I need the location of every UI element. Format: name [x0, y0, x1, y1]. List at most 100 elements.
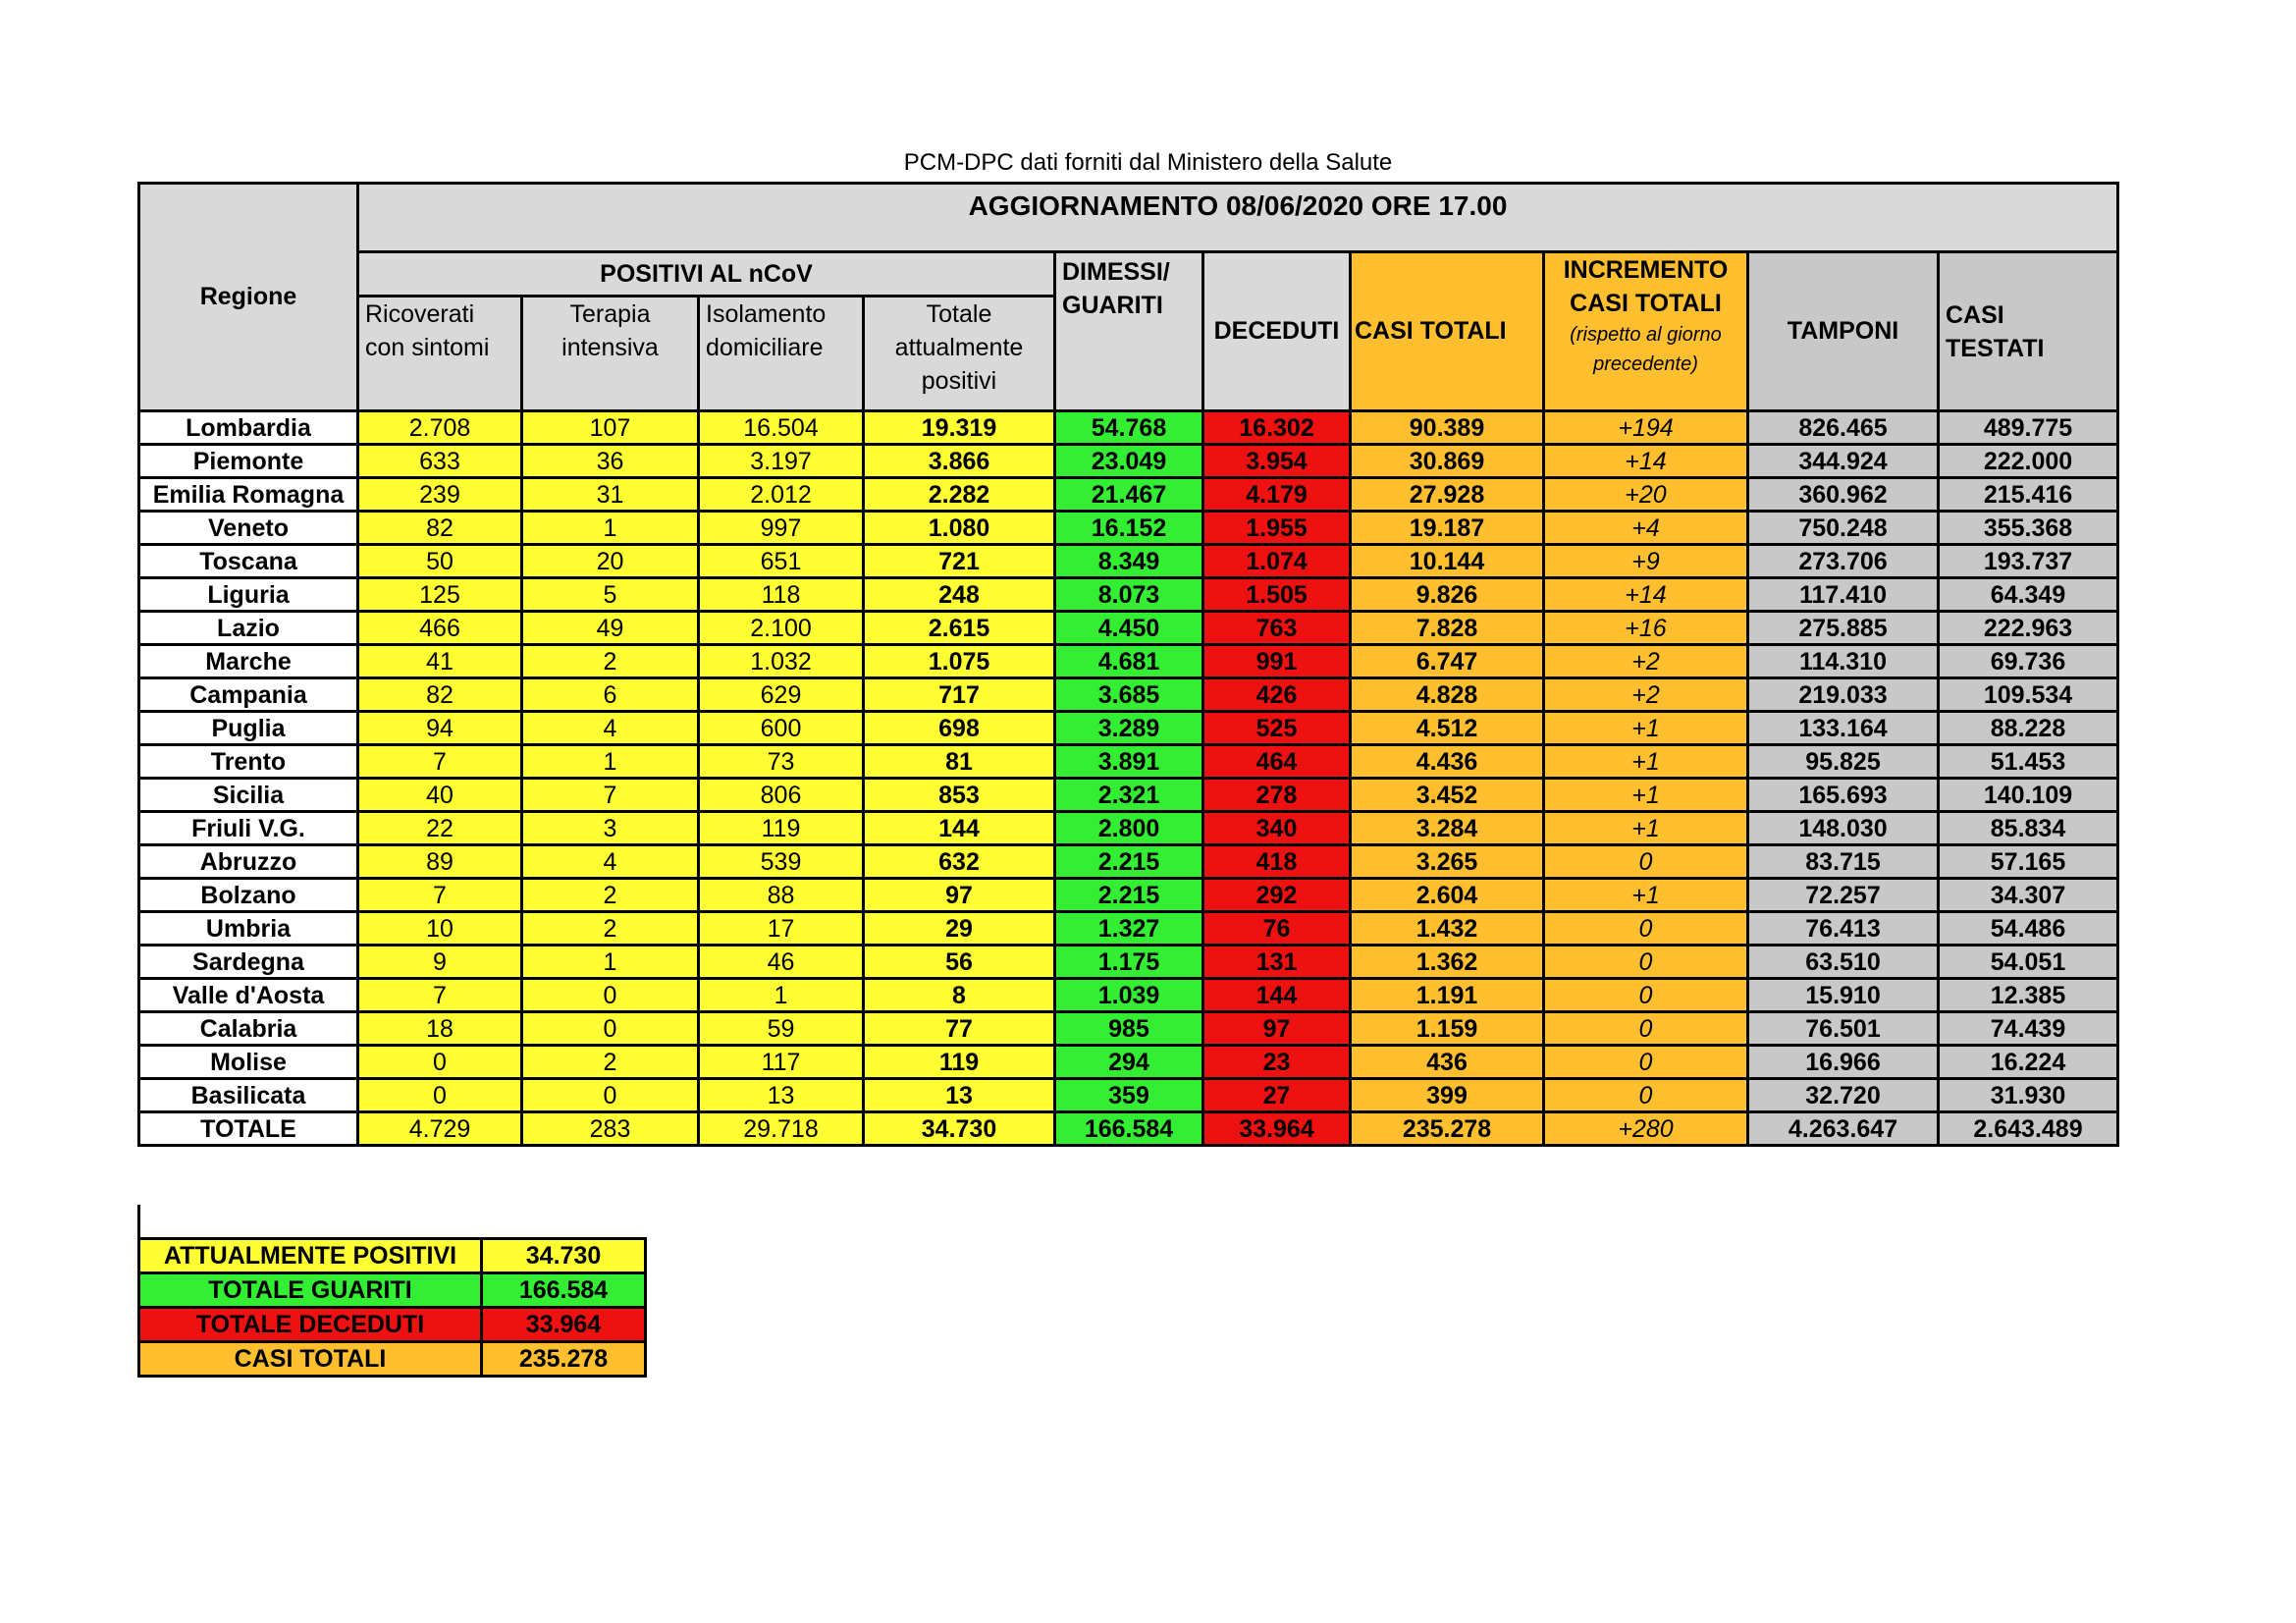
casi-testati-cell: 34.307: [1937, 877, 2119, 913]
dimessi-cell: 16.152: [1053, 510, 1204, 546]
ricoverati-cell: 7: [356, 877, 523, 913]
dimessi-cell: 2.800: [1053, 810, 1204, 846]
casi-testati-cell: 215.416: [1937, 476, 2119, 513]
header-line: intensiva: [561, 334, 659, 361]
isolamento-cell: 2.012: [697, 476, 865, 513]
table-title: AGGIORNAMENTO 08/06/2020 ORE 17.00: [356, 182, 2119, 253]
region-name: Liguria: [137, 576, 359, 613]
tamponi-cell: 148.030: [1746, 810, 1940, 846]
table-row: Molise 0 2 117 119 294 23 436 0 16.966 16.224: [137, 1044, 2119, 1080]
isolamento-cell: 1.032: [697, 643, 865, 679]
table-row: Marche 41 2 1.032 1.075 4.681 991 6.747 +2 114.31…: [137, 643, 2119, 679]
totale-positivi-cell: 717: [862, 676, 1056, 713]
table-row: Toscana 50 20 651 721 8.349 1.074 10.144 +9 273.7…: [137, 543, 2119, 579]
incremento-cell: 0: [1542, 944, 1749, 980]
ricoverati-cell: 82: [356, 510, 523, 546]
terapia-cell: 5: [520, 576, 700, 613]
casi-totali-cell: 3.284: [1349, 810, 1545, 846]
header-casi-testati: CASI TESTATI: [1937, 250, 2119, 412]
region-name: Trento: [137, 743, 359, 780]
casi-totali-cell: 30.869: [1349, 443, 1545, 479]
table-divider: [137, 1205, 140, 1237]
ricoverati-cell: 22: [356, 810, 523, 846]
header-positivi-group: POSITIVI AL nCoV: [356, 250, 1056, 298]
total-row: TOTALE 4.729 283 29.718 34.730 166.584 33.964 2…: [137, 1110, 2119, 1147]
casi-totali-cell: 7.828: [1349, 610, 1545, 646]
table-row: Abruzzo 89 4 539 632 2.215 418 3.265 0 83.715 57.1…: [137, 843, 2119, 880]
deceduti-cell: 76: [1201, 910, 1352, 947]
document-caption: PCM-DPC dati forniti dal Ministero della…: [903, 149, 1393, 176]
casi-testati-cell: 2.643.489: [1937, 1110, 2119, 1147]
isolamento-cell: 16.504: [697, 409, 865, 446]
terapia-cell: 49: [520, 610, 700, 646]
tamponi-cell: 83.715: [1746, 843, 1940, 880]
summary-label: TOTALE GUARITI: [137, 1271, 483, 1309]
terapia-cell: 4: [520, 843, 700, 880]
casi-testati-cell: 222.963: [1937, 610, 2119, 646]
deceduti-cell: 525: [1201, 710, 1352, 746]
region-name: Calabria: [137, 1010, 359, 1047]
isolamento-cell: 651: [697, 543, 865, 579]
dimessi-cell: 294: [1053, 1044, 1204, 1080]
incremento-cell: +1: [1542, 810, 1749, 846]
incremento-cell: +1: [1542, 877, 1749, 913]
incremento-cell: +1: [1542, 710, 1749, 746]
casi-totali-cell: 4.828: [1349, 676, 1545, 713]
header-ricoverati: Ricoverati con sintomi: [356, 295, 523, 412]
incremento-cell: +1: [1542, 743, 1749, 780]
incremento-cell: +2: [1542, 643, 1749, 679]
dimessi-cell: 2.321: [1053, 777, 1204, 813]
deceduti-cell: 144: [1201, 977, 1352, 1013]
header-dimessi: DIMESSI/ GUARITI: [1053, 250, 1204, 412]
ricoverati-cell: 94: [356, 710, 523, 746]
incremento-cell: +16: [1542, 610, 1749, 646]
casi-totali-cell: 10.144: [1349, 543, 1545, 579]
casi-totali-cell: 1.159: [1349, 1010, 1545, 1047]
terapia-cell: 1: [520, 743, 700, 780]
terapia-cell: 7: [520, 777, 700, 813]
dimessi-cell: 985: [1053, 1010, 1204, 1047]
isolamento-cell: 59: [697, 1010, 865, 1047]
table-row: Calabria 18 0 59 77 985 97 1.159 0 76.501 74.439: [137, 1010, 2119, 1047]
totale-positivi-cell: 853: [862, 777, 1056, 813]
summary-row: CASI TOTALI 235.278: [137, 1340, 647, 1378]
summary-row: ATTUALMENTE POSITIVI 34.730: [137, 1237, 647, 1274]
summary-value: 34.730: [480, 1237, 647, 1274]
incremento-cell: +14: [1542, 443, 1749, 479]
casi-totali-cell: 9.826: [1349, 576, 1545, 613]
region-name: Lazio: [137, 610, 359, 646]
casi-totali-cell: 4.512: [1349, 710, 1545, 746]
tamponi-cell: 32.720: [1746, 1077, 1940, 1113]
terapia-cell: 20: [520, 543, 700, 579]
terapia-cell: 283: [520, 1110, 700, 1147]
deceduti-cell: 292: [1201, 877, 1352, 913]
summary-label: CASI TOTALI: [137, 1340, 483, 1378]
casi-testati-cell: 222.000: [1937, 443, 2119, 479]
header-line: TESTATI: [1946, 334, 2045, 362]
incremento-cell: +9: [1542, 543, 1749, 579]
casi-totali-cell: 27.928: [1349, 476, 1545, 513]
incremento-cell: +280: [1542, 1110, 1749, 1147]
ricoverati-cell: 9: [356, 944, 523, 980]
summary-row: TOTALE DECEDUTI 33.964: [137, 1306, 647, 1343]
totale-positivi-cell: 3.866: [862, 443, 1056, 479]
region-name: Abruzzo: [137, 843, 359, 880]
tamponi-cell: 76.501: [1746, 1010, 1940, 1047]
terapia-cell: 36: [520, 443, 700, 479]
dimessi-cell: 21.467: [1053, 476, 1204, 513]
table-row: Basilicata 0 0 13 13 359 27 399 0 32.720 31.930: [137, 1077, 2119, 1113]
region-name: Valle d'Aosta: [137, 977, 359, 1013]
isolamento-cell: 29.718: [697, 1110, 865, 1147]
totale-positivi-cell: 248: [862, 576, 1056, 613]
dimessi-cell: 8.073: [1053, 576, 1204, 613]
totale-positivi-cell: 2.615: [862, 610, 1056, 646]
deceduti-cell: 763: [1201, 610, 1352, 646]
totale-positivi-cell: 8: [862, 977, 1056, 1013]
ricoverati-cell: 633: [356, 443, 523, 479]
header-isolamento: Isolamento domiciliare: [697, 295, 865, 412]
casi-testati-cell: 12.385: [1937, 977, 2119, 1013]
isolamento-cell: 629: [697, 676, 865, 713]
ricoverati-cell: 4.729: [356, 1110, 523, 1147]
table-row: Lombardia 2.708 107 16.504 19.319 54.768 16.30…: [137, 409, 2119, 446]
isolamento-cell: 118: [697, 576, 865, 613]
